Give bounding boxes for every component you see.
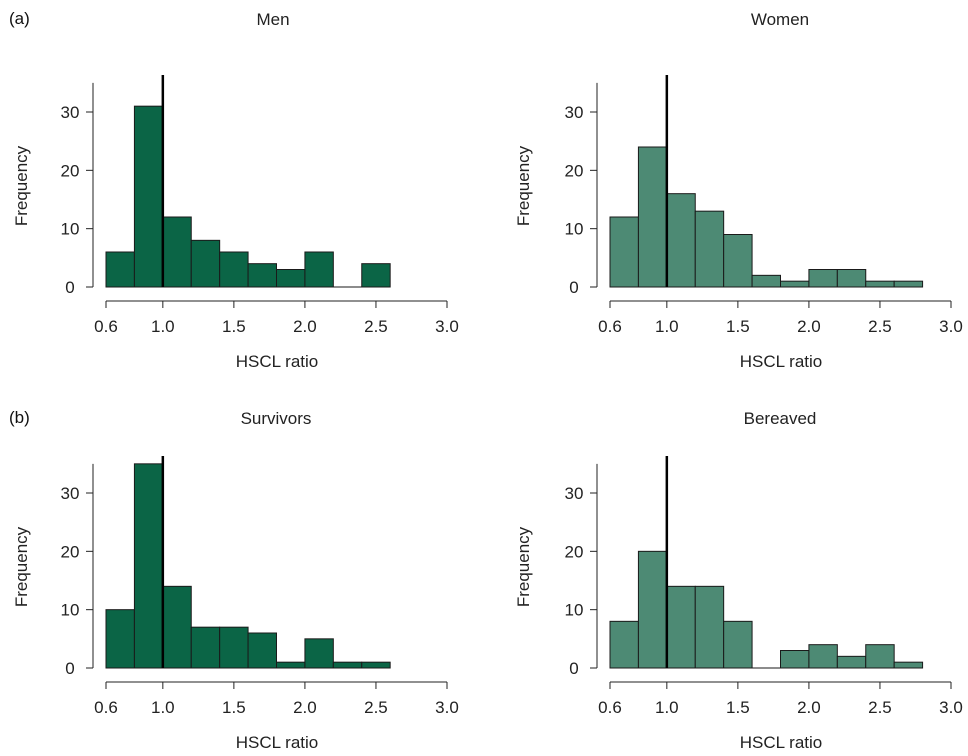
histogram-bar <box>361 661 391 669</box>
x-tick-label: 1.0 <box>655 317 679 336</box>
y-tick-label: 0 <box>65 278 74 297</box>
histogram-bar <box>637 550 668 669</box>
x-tick-label: 1.5 <box>726 698 750 717</box>
histogram-bar <box>247 632 277 669</box>
histogram-bar <box>694 585 725 669</box>
chart-title: Women <box>751 10 809 29</box>
chart-panel-4: Bereaved Frequency HSCL ratio 0 10 20 30 0.6 1.0… <box>514 409 963 752</box>
y-tick-label: 30 <box>61 103 80 122</box>
y-tick-label: 10 <box>61 220 80 239</box>
histogram-bar <box>723 620 753 669</box>
histogram-bar <box>893 280 924 288</box>
x-tick-label: 0.6 <box>598 698 622 717</box>
histogram-bar <box>666 193 696 288</box>
histogram-bar <box>836 269 867 288</box>
histogram-bar <box>780 650 810 669</box>
x-tick-label: 3.0 <box>939 317 963 336</box>
y-tick-label: 30 <box>61 484 80 503</box>
chart-panel-3: Survivors Frequency HSCL ratio 0 10 20 30 0.6 1.… <box>12 409 459 752</box>
x-tick-label: 3.0 <box>435 317 459 336</box>
x-tick-label: 2.0 <box>797 698 821 717</box>
y-tick-label: 10 <box>565 601 584 620</box>
x-tick-label: 2.0 <box>293 698 317 717</box>
histogram-bar <box>247 263 277 288</box>
x-tick-label: 2.0 <box>797 317 821 336</box>
histogram-bar <box>751 274 781 288</box>
y-axis-label: Frequency <box>514 526 533 607</box>
histogram-bar <box>893 661 924 669</box>
histogram-bar <box>219 251 249 288</box>
histogram-bar <box>637 146 668 288</box>
histogram-bar <box>609 216 639 288</box>
y-tick-label: 20 <box>565 161 584 180</box>
x-tick-label: 2.5 <box>868 698 892 717</box>
y-tick-label: 10 <box>565 220 584 239</box>
x-tick-label: 2.5 <box>868 317 892 336</box>
histogram-bar <box>836 655 867 669</box>
y-tick-label: 30 <box>565 103 584 122</box>
x-tick-label: 1.5 <box>222 698 246 717</box>
histogram-bar <box>190 239 221 288</box>
panel-label-b: (b) <box>9 408 30 427</box>
histogram-bar <box>105 609 135 669</box>
x-tick-label: 1.5 <box>222 317 246 336</box>
chart-panel-2: Women Frequency HSCL ratio 0 10 20 30 0.6 1.0 1.5… <box>514 10 963 371</box>
x-tick-label: 1.0 <box>151 698 175 717</box>
y-axis-label: Frequency <box>12 145 31 226</box>
histogram-bar <box>609 620 639 669</box>
x-axis-label: HSCL ratio <box>740 733 823 752</box>
histogram-bar <box>694 210 725 288</box>
y-tick-label: 20 <box>565 542 584 561</box>
histogram-bar <box>162 585 192 669</box>
histogram-bar <box>780 280 810 288</box>
histogram-bar <box>666 585 696 669</box>
histogram-bar <box>304 251 334 288</box>
x-tick-label: 3.0 <box>939 698 963 717</box>
histogram-bar <box>808 269 838 288</box>
y-tick-label: 20 <box>61 542 80 561</box>
histogram-bar <box>304 638 334 669</box>
histogram-bar <box>162 216 192 288</box>
y-axis-label: Frequency <box>514 145 533 226</box>
x-tick-label: 3.0 <box>435 698 459 717</box>
chart-title: Men <box>256 10 289 29</box>
histogram-bar <box>219 626 249 669</box>
panel-label-a: (a) <box>9 9 30 28</box>
chart-panel-1: Men Frequency HSCL ratio 0 10 20 30 0.6 1.0 1.5 2.… <box>12 10 459 371</box>
x-axis-label: HSCL ratio <box>740 352 823 371</box>
y-axis-label: Frequency <box>12 526 31 607</box>
x-tick-label: 1.0 <box>655 698 679 717</box>
histogram-bar <box>865 644 895 669</box>
histogram-bar <box>133 105 164 288</box>
x-tick-label: 2.5 <box>364 317 388 336</box>
x-tick-label: 2.5 <box>364 698 388 717</box>
x-tick-label: 0.6 <box>598 317 622 336</box>
y-tick-label: 0 <box>569 278 578 297</box>
x-axis-label: HSCL ratio <box>236 352 319 371</box>
y-tick-label: 10 <box>61 601 80 620</box>
x-tick-label: 2.0 <box>293 317 317 336</box>
histogram-bar <box>276 661 306 669</box>
x-tick-label: 0.6 <box>94 698 118 717</box>
y-tick-label: 20 <box>61 161 80 180</box>
histogram-bar <box>808 644 838 669</box>
histogram-bar <box>105 251 135 288</box>
histogram-bar <box>361 263 391 288</box>
chart-title: Survivors <box>241 409 312 428</box>
x-axis-label: HSCL ratio <box>236 733 319 752</box>
histogram-bar <box>190 626 221 669</box>
y-tick-label: 0 <box>65 659 74 678</box>
histogram-bar <box>133 463 164 669</box>
y-tick-label: 0 <box>569 659 578 678</box>
y-tick-label: 30 <box>565 484 584 503</box>
x-tick-label: 0.6 <box>94 317 118 336</box>
histogram-bar <box>276 269 306 288</box>
histogram-bar <box>865 280 895 288</box>
histogram-bar <box>723 234 753 288</box>
x-tick-label: 1.5 <box>726 317 750 336</box>
x-tick-label: 1.0 <box>151 317 175 336</box>
chart-title: Bereaved <box>744 409 817 428</box>
histogram-bar <box>332 661 363 669</box>
